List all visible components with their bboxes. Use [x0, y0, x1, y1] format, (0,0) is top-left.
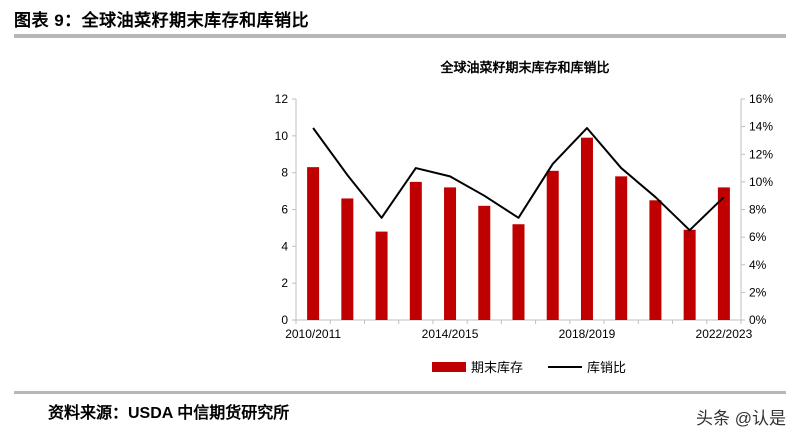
- bottom-divider: [14, 391, 786, 394]
- y-tick-label-right: 4%: [749, 258, 767, 272]
- bar-stock: [409, 181, 422, 320]
- y-tick-label-right: 0%: [749, 313, 767, 327]
- y-tick-label-left: 6: [281, 203, 288, 217]
- y-tick-label-right: 16%: [749, 92, 773, 106]
- x-tick-label: 2022/2023: [696, 327, 753, 341]
- x-tick-label: 2014/2015: [422, 327, 479, 341]
- legend-swatch-bar: [432, 362, 466, 372]
- legend: 期末库存 库销比: [432, 360, 626, 375]
- y-tick-label-right: 8%: [749, 203, 767, 217]
- y-tick-label-left: 10: [275, 129, 289, 143]
- x-tick-label: 2018/2019: [559, 327, 616, 341]
- bar-stock: [375, 231, 388, 320]
- y-tick-label-right: 14%: [749, 120, 773, 134]
- bar-stock: [546, 170, 559, 320]
- y-tick-label-left: 4: [281, 239, 288, 253]
- bar-stock: [717, 187, 730, 320]
- figure-title: 图表 9：全球油菜籽期末库存和库销比: [14, 11, 310, 30]
- line-stock-to-use: [312, 127, 725, 232]
- legend-label-line: 库销比: [587, 360, 626, 375]
- bar-stock: [615, 176, 628, 320]
- y-tick-label-left: 0: [281, 313, 288, 327]
- bar-stock: [444, 187, 457, 320]
- bar-stock: [580, 137, 593, 320]
- bar-stock: [649, 200, 662, 320]
- top-divider: [14, 34, 786, 38]
- chart-title: 全球油菜籽期末库存和库销比: [439, 60, 609, 75]
- x-tick-label: 2010/2011: [285, 327, 341, 341]
- bar-stock: [307, 167, 320, 320]
- y-tick-label-right: 12%: [749, 147, 773, 161]
- y-tick-label-left: 2: [281, 276, 288, 290]
- y-tick-label-left: 12: [275, 92, 289, 106]
- y-tick-label-left: 8: [281, 166, 288, 180]
- bar-stock: [341, 198, 354, 320]
- source-note: 资料来源：USDA 中信期货研究所: [48, 405, 290, 422]
- bar-stock: [512, 224, 525, 320]
- watermark: 头条 @认是: [696, 409, 786, 428]
- y-tick-label-right: 6%: [749, 230, 767, 244]
- legend-label-bar: 期末库存: [471, 360, 523, 375]
- y-tick-label-right: 10%: [749, 175, 773, 189]
- bar-stock: [478, 205, 491, 320]
- bar-stock: [683, 229, 696, 320]
- y-tick-label-right: 2%: [749, 285, 767, 299]
